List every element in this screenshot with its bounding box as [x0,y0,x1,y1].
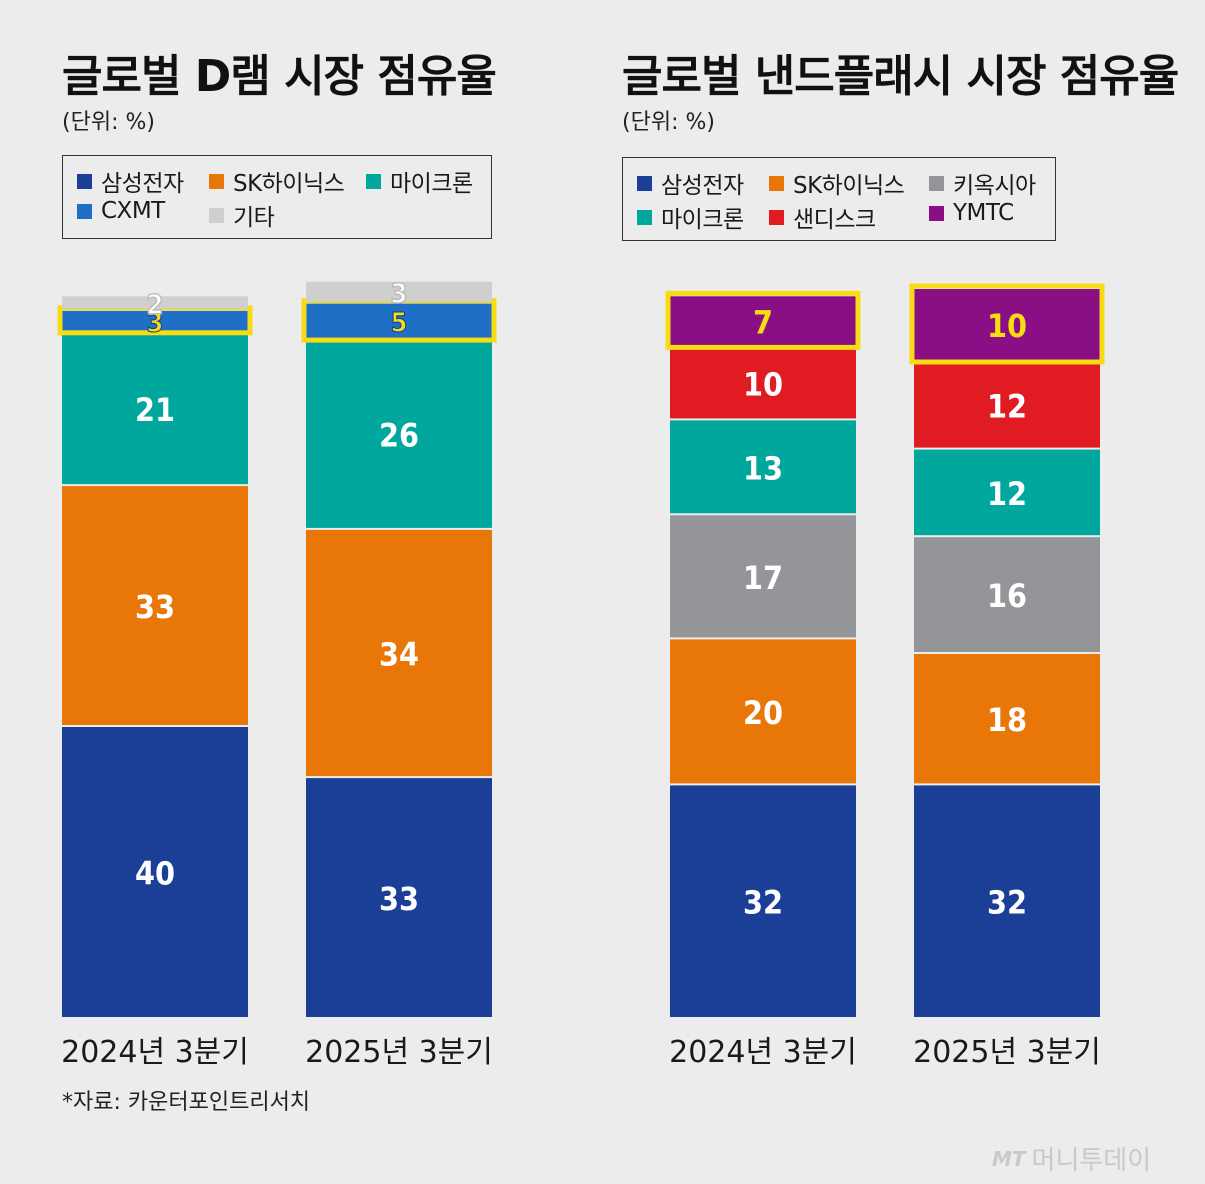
dram-segment-1-0 [306,778,492,1017]
watermark-logo: MT 머니투데이 [992,1140,1151,1177]
nand-value-label-0-3: 13 [743,449,783,487]
legend-label: 삼성전자 [661,173,744,199]
dram-value-label-1-4: 3 [391,278,408,309]
nand-category-label-1: 2025년 3분기 [913,1035,1101,1070]
dram-value-label-1-1: 34 [379,636,419,674]
legend-swatch [929,205,944,221]
legend-item-samsung: 삼성전자 [637,166,744,200]
legend-swatch [77,173,92,189]
nand-segment-1-5 [914,289,1100,360]
dram-value-label-0-0: 40 [135,855,175,893]
nand-segment-1-4 [914,362,1100,448]
nand-value-label-0-0: 32 [743,884,783,922]
legend-label: 마이크론 [390,171,473,197]
nand-segment-0-4 [670,347,856,419]
dram-value-label-0-2: 21 [135,391,175,429]
legend-swatch [637,209,652,225]
legend-label: CXMT [101,198,165,224]
dram-segment-0-0 [62,727,248,1017]
source-note: *자료: 카운터포인트리서치 [62,1090,311,1115]
legend-item-samsung: 삼성전자 [77,164,184,198]
nand-segment-1-2 [914,537,1100,652]
legend-item-micron: 마이크론 [637,200,744,234]
legend-swatch [769,209,784,225]
nand-highlight-box-1 [909,283,1105,365]
nand-segment-0-5 [670,296,856,346]
nand-legend: 삼성전자 SK하이닉스 키옥시아 마이크론 샌디스크 YMTC [622,157,1056,241]
nand-value-label-1-3: 12 [987,475,1027,513]
nand-segment-0-0 [670,785,856,1017]
nand-value-label-0-5: 7 [753,303,773,341]
legend-swatch [209,207,224,223]
nand-value-label-1-1: 18 [987,701,1027,739]
dram-value-label-0-1: 33 [135,588,175,626]
legend-swatch [366,173,381,189]
legend-item-micron: 마이크론 [366,164,473,198]
nand-category-label-0: 2024년 3분기 [669,1035,857,1070]
legend-label: 마이크론 [661,207,744,233]
legend-item-others: 기타 [209,198,275,232]
dram-segment-0-2 [62,332,248,485]
dram-segment-1-3 [306,303,492,339]
legend-label: 키옥시아 [953,173,1036,199]
dram-value-label-0-4: 2 [147,289,164,320]
legend-label: 샌디스크 [793,207,876,233]
legend-label: 삼성전자 [101,171,184,197]
dram-segment-1-4 [306,281,492,302]
dram-legend: 삼성전자 SK하이닉스 마이크론 CXMT 기타 [62,155,492,239]
legend-item-sandisk: 샌디스크 [769,200,876,234]
dram-value-label-1-0: 33 [379,880,419,918]
legend-swatch [929,175,944,191]
nand-segment-0-3 [670,420,856,514]
legend-swatch [209,173,224,189]
dram-segment-0-4 [62,296,248,309]
legend-item-ymtc: YMTC [929,200,1014,226]
nand-segment-1-0 [914,785,1100,1017]
dram-value-label-1-2: 26 [379,417,419,455]
nand-value-label-0-1: 20 [743,694,783,732]
nand-segment-0-2 [670,515,856,638]
legend-swatch [77,203,92,219]
legend-label: SK하이닉스 [793,173,905,199]
nand-value-label-1-0: 32 [987,884,1027,922]
nand-value-label-1-4: 12 [987,387,1027,425]
legend-label: YMTC [953,200,1014,226]
dram-segment-0-1 [62,486,248,725]
dram-segment-1-2 [306,340,492,528]
dram-category-label-1: 2025년 3분기 [305,1035,493,1070]
nand-segment-0-1 [670,639,856,784]
legend-swatch [637,175,652,191]
dram-value-label-0-3: 3 [147,308,164,339]
nand-value-label-1-5: 10 [987,307,1027,345]
dram-segment-1-1 [306,529,492,777]
nand-unit-label: (단위: %) [622,110,715,135]
legend-item-skhynix: SK하이닉스 [209,164,345,198]
dram-unit-label: (단위: %) [62,110,155,135]
dram-segment-0-3 [62,310,248,331]
legend-label: 기타 [233,205,275,231]
legend-item-skhynix: SK하이닉스 [769,166,905,200]
nand-value-label-1-2: 16 [987,577,1027,615]
dram-value-label-1-3: 5 [391,308,408,339]
logo-text: 머니투데이 [1031,1146,1152,1176]
nand-value-label-0-2: 17 [743,559,783,597]
dram-chart-title: 글로벌 D램 시장 점유율 [62,51,497,102]
nand-value-label-0-4: 10 [743,365,783,403]
nand-segment-1-3 [914,449,1100,536]
legend-item-kioxia: 키옥시아 [929,166,1036,200]
nand-segment-1-1 [914,654,1100,784]
legend-item-cxmt: CXMT [77,198,165,224]
nand-chart-title: 글로벌 낸드플래시 시장 점유율 [622,51,1179,102]
logo-mark: MT [992,1146,1026,1171]
legend-swatch [769,175,784,191]
nand-highlight-box-0 [665,290,861,350]
legend-label: SK하이닉스 [233,171,345,197]
dram-category-label-0: 2024년 3분기 [61,1035,249,1070]
